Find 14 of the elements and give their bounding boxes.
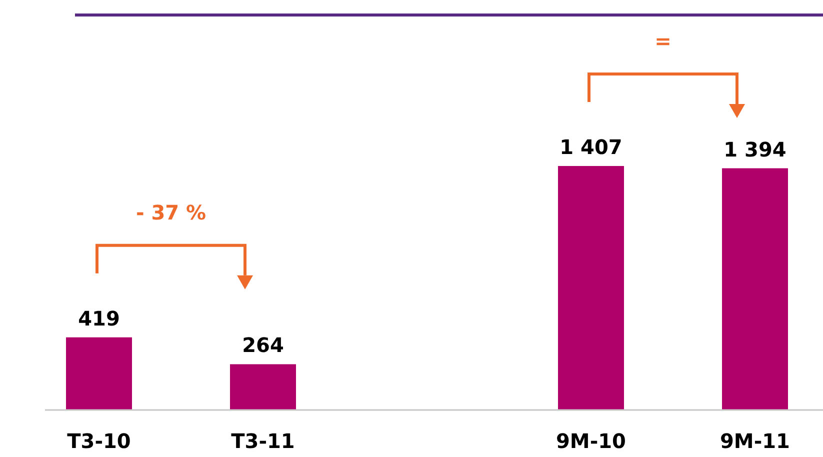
data-label: 264 — [242, 333, 284, 358]
bar — [722, 168, 788, 410]
bar — [230, 364, 296, 410]
bar — [558, 166, 624, 410]
text: = — [654, 29, 672, 53]
x-tick-label: T3-11 — [231, 429, 295, 453]
x-tick-label: 9M-10 — [556, 429, 626, 453]
data-label: 1 407 — [560, 135, 622, 159]
x-tick-label: T3-10 — [67, 429, 131, 453]
bar — [66, 337, 132, 410]
data-label: 1 394 — [724, 137, 786, 162]
annotation: - 37 % — [136, 200, 206, 224]
data-label: 419 — [78, 306, 120, 330]
x-tick-label: 9M-11 — [720, 429, 790, 453]
